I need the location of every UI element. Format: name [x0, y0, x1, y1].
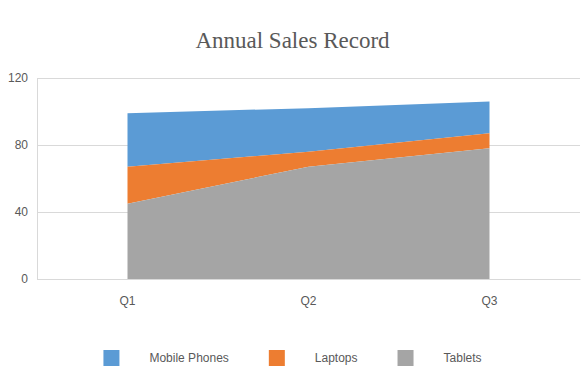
- legend-item: Laptops: [269, 350, 358, 366]
- legend-label: Tablets: [444, 351, 482, 365]
- tick: 80: [15, 138, 37, 152]
- tick: Q3: [481, 279, 497, 308]
- tick-label: Q1: [119, 294, 135, 308]
- legend-swatch: [269, 350, 285, 366]
- legend-item: Tablets: [398, 350, 482, 366]
- tick: 120: [8, 71, 37, 85]
- legend-item: Mobile Phones: [103, 350, 228, 366]
- grid-line: [37, 78, 580, 79]
- area: [128, 148, 490, 279]
- tick-label: Q2: [300, 294, 316, 308]
- y-axis: 0 40 80 120: [8, 71, 38, 286]
- tick-label: 40: [15, 205, 29, 219]
- axis-line: [38, 279, 581, 280]
- legend-label: Mobile Phones: [149, 351, 228, 365]
- legend-label: Laptops: [315, 351, 358, 365]
- tick: 0: [21, 272, 37, 286]
- plot-area: [128, 101, 490, 279]
- tick-label: 120: [8, 71, 28, 85]
- legend: Mobile Phones Laptops Tablets: [103, 350, 481, 366]
- tick-label: Q3: [481, 294, 497, 308]
- tick: Q1: [119, 279, 135, 308]
- title: Annual Sales Record: [195, 28, 390, 53]
- tick-label: 0: [21, 272, 28, 286]
- x-axis: Q1 Q2 Q3: [38, 279, 581, 308]
- chart: Annual Sales Record 0 40 80 120 Q1 Q2 Q3 Mobile …: [0, 0, 585, 390]
- tick: 40: [15, 205, 37, 219]
- grid: [37, 78, 580, 279]
- legend-swatch: [398, 350, 414, 366]
- legend-swatch: [103, 350, 119, 366]
- tick: Q2: [300, 279, 316, 308]
- tick-label: 80: [15, 138, 29, 152]
- axis-line: [37, 79, 38, 280]
